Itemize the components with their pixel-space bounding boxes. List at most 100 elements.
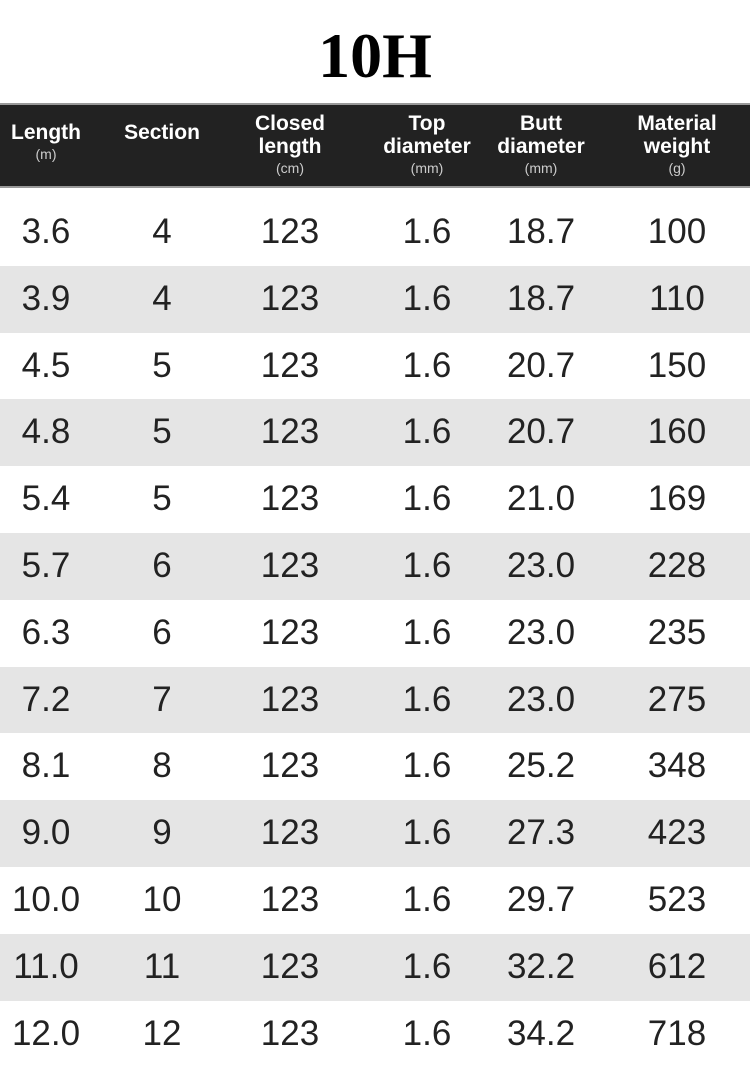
table-cell: 100 xyxy=(647,212,707,251)
table-row: 4.5 5 123 1.6 20.7 150 xyxy=(0,333,750,400)
table-cell: 123 xyxy=(260,479,320,519)
header-cell: Closed length (cm) xyxy=(238,105,342,186)
table-row: 5.7 6 123 1.6 23.0 228 xyxy=(0,532,750,600)
header-label: Butt diameter xyxy=(497,112,585,158)
header-label: Material weight xyxy=(637,112,717,158)
table-cell: 6 xyxy=(152,612,172,652)
header-label: Top diameter xyxy=(383,112,471,158)
table-cell: 123 xyxy=(260,746,320,786)
table-cell: 348 xyxy=(647,746,707,786)
table-cell: 10 xyxy=(142,879,182,919)
table-header: Length (m) Section Closed length (cm) Top dia… xyxy=(0,103,750,188)
table-cell: 1.6 xyxy=(402,479,452,519)
table-cell: 1.6 xyxy=(402,1013,452,1053)
spec-table: 3.6 4 123 1.6 18.7 100 3.9 4 123 1.6 18.7 110 4.5 5 12… xyxy=(0,199,750,1067)
table-cell: 32.2 xyxy=(506,946,576,986)
table-cell: 4 xyxy=(152,212,172,251)
table-cell: 12.0 xyxy=(11,1013,81,1053)
table-cell: 11 xyxy=(143,946,181,986)
table-cell: 6.3 xyxy=(21,612,71,652)
page-title: 10H xyxy=(318,20,432,91)
table-cell: 18.7 xyxy=(506,212,576,251)
table-row: 10.0 10 123 1.6 29.7 523 xyxy=(0,867,750,934)
table-cell: 5.4 xyxy=(21,479,71,519)
header-cell: Butt diameter (mm) xyxy=(486,105,596,186)
table-cell: 1.6 xyxy=(402,345,452,385)
table-cell: 150 xyxy=(647,345,707,385)
table-cell: 25.2 xyxy=(506,746,576,786)
table-row: 6.3 6 123 1.6 23.0 235 xyxy=(0,600,750,667)
table-cell: 612 xyxy=(647,946,707,986)
table-cell: 123 xyxy=(260,345,320,385)
table-cell: 5 xyxy=(152,412,172,452)
table-cell: 20.7 xyxy=(506,345,576,385)
table-cell: 160 xyxy=(647,412,707,452)
table-cell: 110 xyxy=(649,278,705,318)
table-cell: 11.0 xyxy=(13,946,79,986)
table-cell: 423 xyxy=(647,813,707,853)
table-cell: 235 xyxy=(647,612,707,652)
table-cell: 10.0 xyxy=(11,879,81,919)
table-row: 12.0 12 123 1.6 34.2 718 xyxy=(0,1001,750,1068)
table-cell: 21.0 xyxy=(506,479,576,519)
table-cell: 123 xyxy=(260,278,320,318)
table-cell: 29.7 xyxy=(506,879,576,919)
table-cell: 123 xyxy=(260,946,320,986)
table-cell: 123 xyxy=(260,813,320,853)
table-cell: 718 xyxy=(647,1013,707,1053)
table-cell: 7.2 xyxy=(21,679,71,719)
table-cell: 1.6 xyxy=(402,278,452,318)
header-unit: (m) xyxy=(35,146,57,162)
table-cell: 3.9 xyxy=(21,278,71,318)
table-cell: 123 xyxy=(260,412,320,452)
table-cell: 123 xyxy=(260,879,320,919)
table-cell: 34.2 xyxy=(506,1013,576,1053)
table-cell: 123 xyxy=(260,212,320,251)
table-cell: 1.6 xyxy=(402,612,452,652)
table-cell: 7 xyxy=(152,679,172,719)
table-cell: 4.8 xyxy=(21,412,71,452)
table-cell: 1.6 xyxy=(402,412,452,452)
table-cell: 23.0 xyxy=(506,545,576,585)
table-cell: 1.6 xyxy=(402,813,452,853)
table-row: 7.2 7 123 1.6 23.0 275 xyxy=(0,666,750,734)
header-cell: Top diameter (mm) xyxy=(370,105,484,186)
table-cell: 228 xyxy=(647,545,707,585)
table-cell: 1.6 xyxy=(402,746,452,786)
table-cell: 20.7 xyxy=(506,412,576,452)
table-row: 3.6 4 123 1.6 18.7 100 xyxy=(0,199,750,266)
table-cell: 6 xyxy=(152,545,172,585)
table-cell: 1.6 xyxy=(402,212,452,251)
header-cell: Section xyxy=(110,105,214,186)
header-label: Closed length xyxy=(254,112,325,158)
table-cell: 123 xyxy=(260,545,320,585)
table-cell: 123 xyxy=(260,612,320,652)
table-cell: 5 xyxy=(152,479,172,519)
table-cell: 1.6 xyxy=(402,946,452,986)
table-cell: 523 xyxy=(647,879,707,919)
header-label: Section xyxy=(124,121,200,144)
table-cell: 5 xyxy=(152,345,172,385)
table-cell: 8 xyxy=(152,746,172,786)
table-cell: 23.0 xyxy=(506,612,576,652)
header-unit: (mm) xyxy=(524,160,558,176)
table-cell: 9.0 xyxy=(21,813,71,853)
table-cell: 3.6 xyxy=(21,212,71,251)
header-unit: (mm) xyxy=(410,160,444,176)
table-cell: 1.6 xyxy=(402,879,452,919)
table-cell: 23.0 xyxy=(506,679,576,719)
table-cell: 169 xyxy=(647,479,707,519)
table-cell: 123 xyxy=(260,1013,320,1053)
table-cell: 4 xyxy=(152,278,172,318)
header-unit: (cm) xyxy=(276,160,304,176)
header-cell: Length (m) xyxy=(0,105,92,186)
table-cell: 27.3 xyxy=(506,813,576,853)
table-cell: 123 xyxy=(260,679,320,719)
table-cell: 1.6 xyxy=(402,679,452,719)
header-unit: (g) xyxy=(668,160,686,176)
table-row: 5.4 5 123 1.6 21.0 169 xyxy=(0,466,750,533)
table-cell: 5.7 xyxy=(21,545,71,585)
table-cell: 18.7 xyxy=(506,278,576,318)
table-cell: 1.6 xyxy=(402,545,452,585)
table-cell: 4.5 xyxy=(21,345,71,385)
